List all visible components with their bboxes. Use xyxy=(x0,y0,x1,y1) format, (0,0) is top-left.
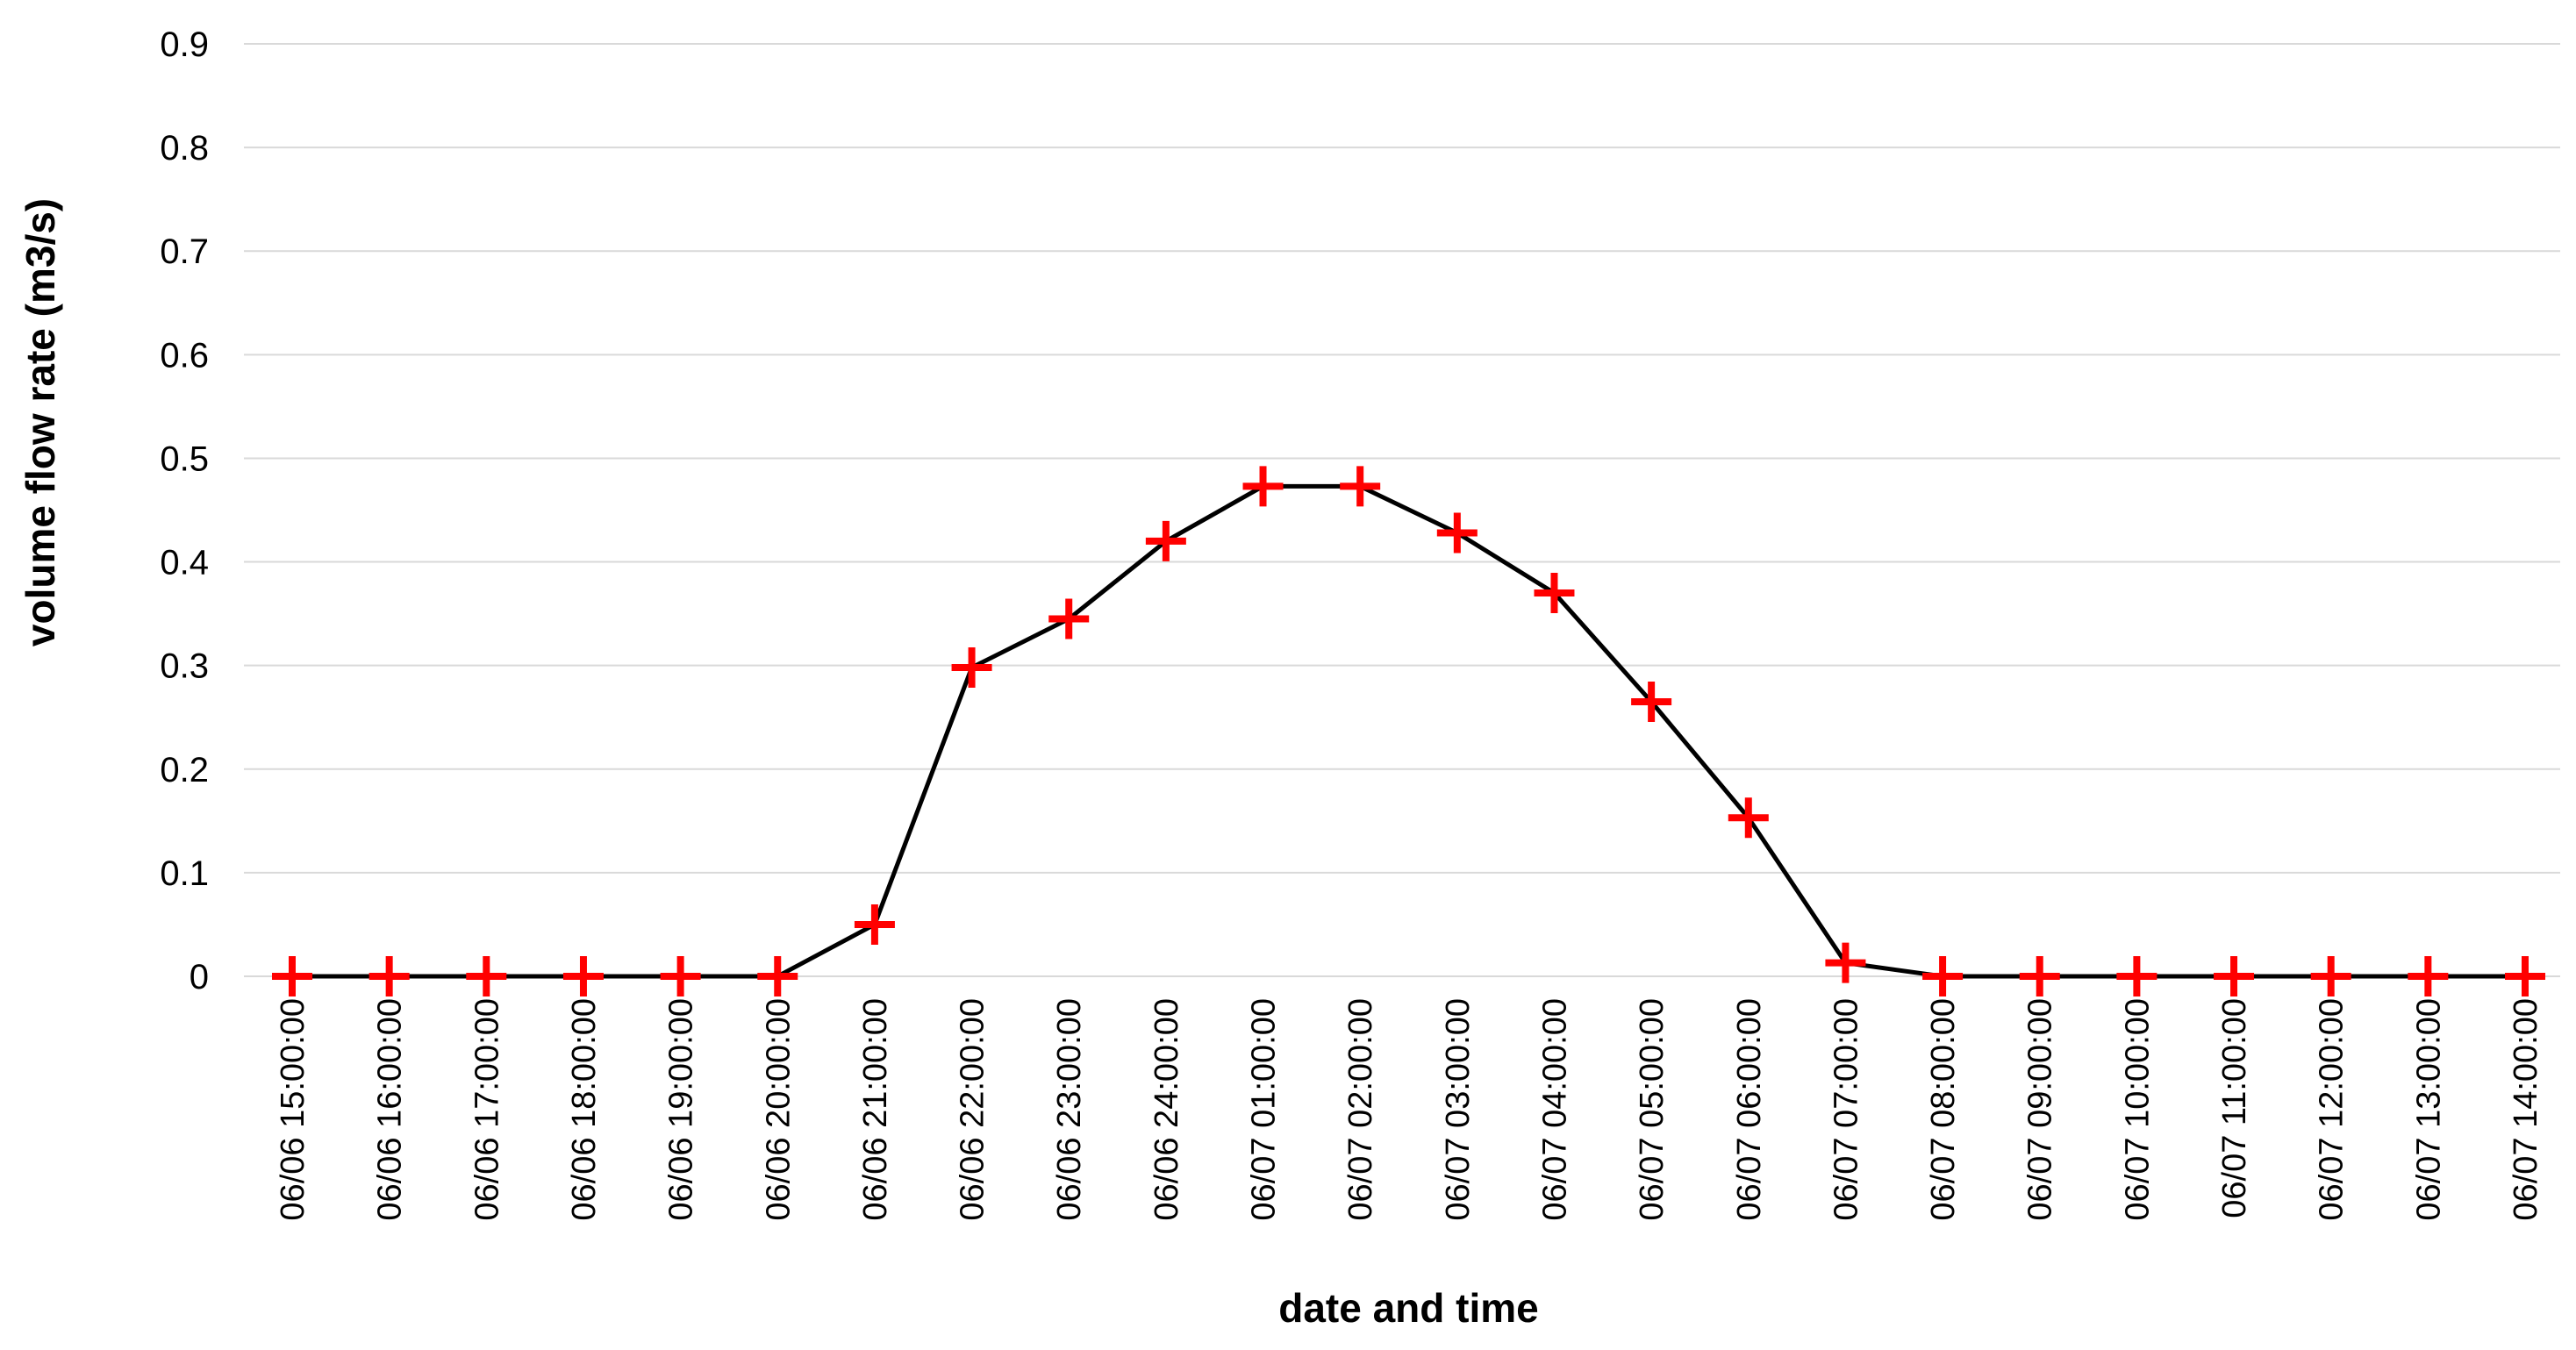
y-tick-label: 0.2 xyxy=(160,751,209,789)
x-tick-label: 06/07 09:00:00 xyxy=(2022,998,2059,1221)
x-tick-label: 06/06 15:00:00 xyxy=(275,998,311,1221)
data-series xyxy=(272,466,2545,996)
x-tick-label: 06/06 17:00:00 xyxy=(469,998,505,1221)
data-point-marker xyxy=(1340,466,1381,507)
data-point-marker xyxy=(854,904,895,945)
data-point-marker xyxy=(2310,956,2351,996)
x-tick-label: 06/06 18:00:00 xyxy=(566,998,603,1221)
x-axis-label: date and time xyxy=(1278,1285,1539,1331)
x-tick-label: 06/07 12:00:00 xyxy=(2314,998,2351,1221)
y-tick-label: 0.9 xyxy=(160,25,209,64)
data-point-marker xyxy=(1436,512,1478,554)
data-point-marker xyxy=(2505,956,2545,996)
data-point-marker xyxy=(1922,956,1964,996)
y-axis-label: volume flow rate (m3/s) xyxy=(18,198,63,646)
x-tick-label: 06/07 10:00:00 xyxy=(2119,998,2156,1221)
data-point-marker xyxy=(2408,956,2449,996)
y-tick-label: 0.1 xyxy=(160,854,209,893)
x-tick-label: 06/06 20:00:00 xyxy=(760,998,797,1221)
data-point-marker xyxy=(951,647,992,689)
x-tick-label: 06/06 19:00:00 xyxy=(663,998,700,1221)
x-tick-label: 06/07 06:00:00 xyxy=(1731,998,1768,1221)
data-point-marker xyxy=(1534,572,1575,613)
y-tick-label: 0.8 xyxy=(160,129,209,168)
x-tick-label: 06/07 13:00:00 xyxy=(2410,998,2447,1221)
data-point-marker xyxy=(757,956,798,996)
data-point-marker xyxy=(562,956,604,996)
gridlines xyxy=(244,43,2560,977)
x-tick-label: 06/07 14:00:00 xyxy=(2508,998,2544,1221)
data-point-marker xyxy=(1242,466,1284,507)
data-point-marker xyxy=(1631,682,1672,723)
x-axis-ticks: 06/06 15:00:00 06/06 16:00:00 06/06 17:00:… xyxy=(275,998,2544,1221)
x-tick-label: 06/06 16:00:00 xyxy=(372,998,409,1221)
data-point-marker xyxy=(1145,520,1186,561)
data-point-marker xyxy=(2116,956,2157,996)
y-axis-ticks: 0 0.1 0.2 0.3 0.4 0.5 0.6 0.7 0.8 0.9 xyxy=(160,25,209,996)
y-tick-label: 0.7 xyxy=(160,232,209,271)
x-tick-label: 06/06 23:00:00 xyxy=(1051,998,1088,1221)
data-point-marker xyxy=(272,956,312,996)
data-point-marker xyxy=(466,956,507,996)
y-tick-label: 0.4 xyxy=(160,544,209,582)
x-tick-label: 06/07 07:00:00 xyxy=(1828,998,1864,1221)
y-tick-label: 0.3 xyxy=(160,647,209,686)
data-point-marker xyxy=(369,956,410,996)
y-tick-label: 0.6 xyxy=(160,336,209,375)
series-line xyxy=(292,483,2525,979)
data-point-marker xyxy=(2214,956,2255,996)
data-point-marker xyxy=(1048,598,1090,639)
x-tick-label: 06/07 01:00:00 xyxy=(1246,998,1283,1221)
x-tick-label: 06/07 02:00:00 xyxy=(1342,998,1379,1221)
x-tick-label: 06/06 21:00:00 xyxy=(857,998,894,1221)
data-point-marker xyxy=(2019,956,2060,996)
x-tick-label: 06/07 04:00:00 xyxy=(1536,998,1573,1221)
x-tick-label: 06/07 11:00:00 xyxy=(2216,998,2253,1218)
x-tick-label: 06/07 05:00:00 xyxy=(1634,998,1671,1221)
data-point-marker xyxy=(1825,942,1866,983)
x-tick-label: 06/06 24:00:00 xyxy=(1148,998,1185,1221)
y-tick-label: 0 xyxy=(190,958,209,996)
x-tick-label: 06/07 08:00:00 xyxy=(1925,998,1962,1221)
x-tick-label: 06/06 22:00:00 xyxy=(955,998,991,1221)
y-tick-label: 0.5 xyxy=(160,439,209,478)
x-tick-label: 06/07 03:00:00 xyxy=(1440,998,1477,1221)
data-point-marker xyxy=(1728,797,1769,839)
data-point-marker xyxy=(660,956,701,996)
